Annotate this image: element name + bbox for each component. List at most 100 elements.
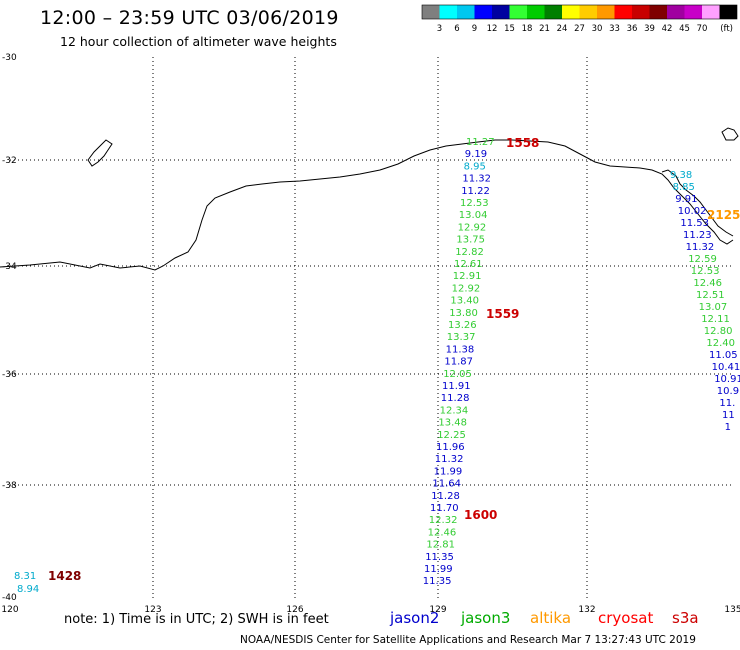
wave-height-value: 11. — [719, 398, 735, 409]
wave-height-value: 11.28 — [441, 393, 470, 404]
wave-height-value: 11.22 — [461, 186, 490, 197]
lon-tick-label: 135 — [724, 605, 740, 615]
map-title: 12:00 – 23:59 UTC 03/06/2019 — [40, 7, 339, 29]
color-scale-label: 12 — [487, 24, 498, 34]
wave-height-value: 11.64 — [432, 479, 461, 490]
wave-height-value: 13.80 — [449, 308, 478, 319]
wave-height-value: 13.04 — [459, 210, 488, 221]
color-swatch — [614, 5, 632, 19]
wave-height-value: 11.53 — [680, 218, 709, 229]
wave-height-value: 1 — [725, 422, 731, 433]
color-swatch — [632, 5, 650, 19]
lon-tick-label: 132 — [578, 605, 595, 615]
color-scale-legend: 3 6 9 12 15 18 21 24 27 30 33 36 39 42 45 70 (ft) — [421, 4, 738, 34]
wave-height-value: 11.28 — [431, 491, 460, 502]
color-swatch — [439, 5, 457, 19]
color-swatch — [597, 5, 615, 19]
wave-height-value: 8.94 — [17, 584, 39, 595]
map-subtitle: 12 hour collection of altimeter wave hei… — [60, 34, 337, 49]
wave-height-value: 10.91 — [714, 374, 740, 385]
satellite-jason3: jason3 — [461, 609, 511, 627]
wave-height-value: 8.85 — [673, 182, 695, 193]
wave-height-value: 12.82 — [455, 247, 484, 258]
pass-time-label: 1428 — [48, 569, 81, 583]
color-scale-unit: (ft) — [720, 24, 733, 34]
lat-lon-grid — [10, 57, 733, 600]
color-scale-label: 18 — [522, 24, 533, 34]
color-scale-label: 33 — [609, 24, 620, 34]
wave-height-value: 13.37 — [447, 332, 476, 343]
satellite-jason2: jason2 — [390, 609, 440, 627]
wave-height-value: 12.53 — [691, 266, 720, 277]
pass-time-label: 1558 — [506, 136, 539, 150]
wave-height-value: 11.35 — [425, 552, 454, 563]
wave-height-value: 13.26 — [448, 320, 477, 331]
coastline-eyre-peninsula — [661, 169, 734, 237]
wave-height-value: 12.92 — [452, 283, 481, 294]
wave-height-value: 12.46 — [693, 278, 722, 289]
color-scale-label: 24 — [557, 24, 568, 34]
wave-height-value: 11.27 — [466, 137, 495, 148]
wave-height-value: 13.07 — [699, 302, 728, 313]
satellite-cryosat: cryosat — [598, 609, 654, 627]
wave-height-value: 11 — [722, 410, 735, 421]
coastline-australia — [0, 139, 734, 271]
pass-time-label: 2125 — [707, 208, 740, 222]
color-scale-label: 15 — [504, 24, 515, 34]
wave-height-value: 12.11 — [701, 314, 730, 325]
color-scale-label: 45 — [679, 24, 690, 34]
wave-height-value: 12.91 — [453, 271, 482, 282]
wave-height-value: 11.38 — [446, 344, 475, 355]
wave-height-value: 12.32 — [429, 515, 458, 526]
color-swatch — [649, 5, 667, 19]
color-scale-label: 39 — [644, 24, 655, 34]
wave-height-value: 10.9 — [717, 386, 739, 397]
wave-height-value: 12.40 — [706, 338, 735, 349]
wave-height-value: 9.38 — [670, 170, 692, 181]
color-swatch — [422, 5, 440, 19]
color-swatch — [527, 5, 545, 19]
wave-height-value: 11.05 — [709, 350, 738, 361]
lat-tick-label: -38 — [2, 481, 17, 491]
wave-height-value: 11.91 — [442, 381, 471, 392]
color-scale-label: 30 — [592, 24, 603, 34]
lat-tick-label: -40 — [2, 593, 17, 603]
wave-height-value: 12.53 — [460, 198, 489, 209]
wave-height-value: 11.32 — [435, 454, 464, 465]
wave-height-value: 12.34 — [440, 405, 469, 416]
color-scale-label: 6 — [454, 24, 459, 34]
lon-tick-label: 129 — [429, 605, 446, 615]
pass-time-label: 1600 — [464, 508, 497, 522]
footer-credit: NOAA/NESDIS Center for Satellite Applica… — [240, 634, 696, 646]
satellite-s3a: s3a — [672, 609, 699, 627]
pass-time-labels: 1558 1559 1600 2125 1428 — [48, 136, 740, 583]
altimeter-observations: 11.279.198.9511.3211.2212.5313.0412.9213… — [14, 137, 740, 595]
lat-tick-label: -30 — [2, 53, 17, 63]
color-scale-label: 9 — [472, 24, 477, 34]
lon-tick-label: 120 — [1, 605, 18, 615]
wave-height-value: 11.70 — [430, 503, 459, 514]
island-southeast — [721, 127, 739, 141]
island-recherche — [87, 139, 113, 167]
legend-note: note: 1) Time is in UTC; 2) SWH is in fe… — [64, 612, 329, 627]
wave-height-value: 10.02 — [678, 206, 707, 217]
wave-height-value: 8.95 — [464, 161, 486, 172]
color-scale-label: 27 — [574, 24, 585, 34]
wave-height-value: 12.61 — [454, 259, 483, 270]
lat-tick-label: -36 — [2, 370, 17, 380]
lat-tick-label: -32 — [2, 156, 17, 166]
color-scale-label: 21 — [539, 24, 550, 34]
color-swatch — [579, 5, 597, 19]
wave-height-value: 12.92 — [458, 222, 487, 233]
color-swatch — [509, 5, 527, 19]
axis-tick-labels: 120 123 126 129 132 135 -30 -32 -34 -36 -38 -40 — [1, 53, 740, 615]
lon-tick-label: 123 — [144, 605, 161, 615]
wave-height-value: 8.31 — [14, 571, 36, 582]
wave-height-value: 11.32 — [686, 242, 715, 253]
color-scale-label: 36 — [627, 24, 638, 34]
wave-height-value: 11.96 — [436, 442, 465, 453]
lon-tick-label: 126 — [286, 605, 303, 615]
color-scale-label: 70 — [697, 24, 708, 34]
wave-height-value: 13.48 — [438, 418, 467, 429]
